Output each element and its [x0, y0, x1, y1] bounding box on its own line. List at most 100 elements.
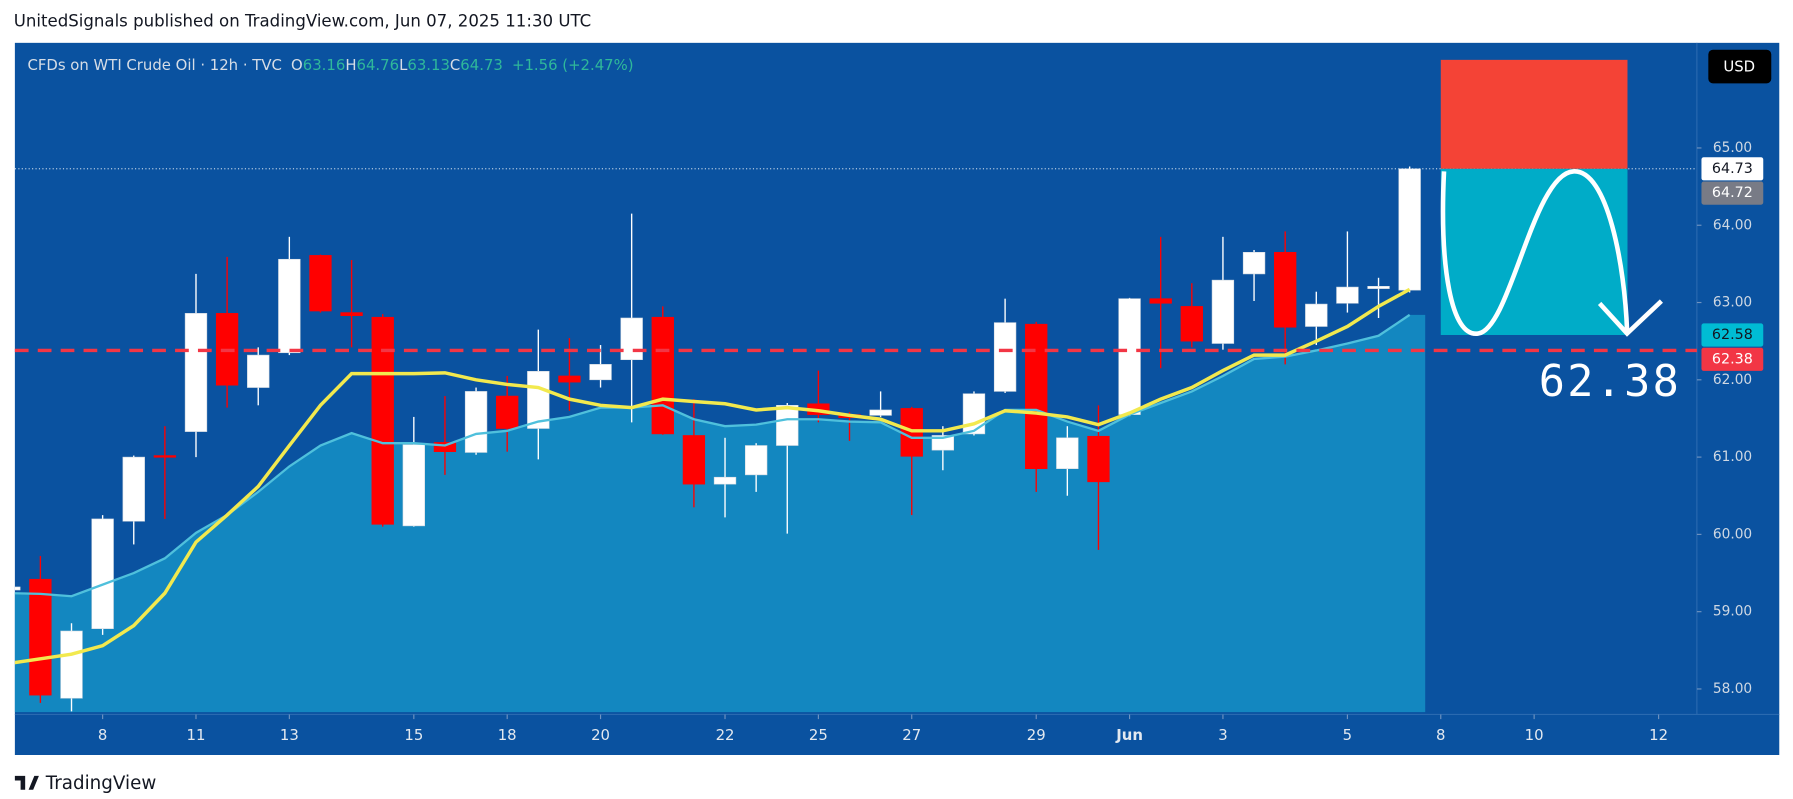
candle-body	[1336, 286, 1359, 304]
candle-body	[371, 316, 394, 525]
candle-body	[620, 317, 643, 361]
x-tick-label: 11	[187, 726, 206, 744]
plot	[14, 166, 1426, 713]
candle-body	[14, 586, 21, 591]
candle-body	[1056, 437, 1079, 469]
candle-body	[558, 375, 581, 383]
candle-body	[1367, 286, 1390, 289]
x-tick-label: 27	[902, 726, 921, 744]
legend-key: O	[291, 55, 303, 73]
arrow-head	[1597, 299, 1663, 337]
candle-body	[60, 630, 83, 699]
candle-body	[184, 313, 208, 432]
candle-body	[433, 442, 457, 452]
legend-value: 64.73	[460, 55, 503, 73]
legend-key: L	[399, 55, 408, 73]
x-tick-label: 25	[809, 726, 828, 744]
candle-body	[496, 395, 519, 429]
price-label: 64.72	[1712, 185, 1753, 201]
x-tick-label: 18	[498, 726, 517, 744]
candle-body	[340, 312, 363, 316]
candle-body	[247, 354, 270, 388]
candle-body	[91, 518, 114, 629]
candle-body	[713, 476, 737, 485]
y-tick-label: 65.00	[1713, 140, 1752, 156]
candle-body	[869, 409, 892, 416]
title: CFDs on WTI Crude Oil · 12h · TVC	[27, 55, 281, 73]
candle-body	[1211, 279, 1235, 344]
candle-body	[278, 258, 301, 354]
y-tick-label: 64.00	[1713, 217, 1752, 233]
price-label: 62.58	[1712, 327, 1753, 343]
x-tick-label: 12	[1649, 726, 1668, 744]
y-tick-label: 59.00	[1713, 604, 1752, 620]
publisher: UnitedSignals published on TradingView.c…	[14, 11, 591, 30]
candle-body	[464, 391, 488, 453]
y-tick-label: 63.00	[1713, 294, 1752, 310]
x-tick-label: 13	[280, 726, 299, 744]
candle-body	[1149, 298, 1172, 304]
candle-body	[993, 322, 1017, 392]
candle-body	[744, 445, 768, 476]
candle-body	[962, 393, 986, 435]
logo	[14, 775, 39, 790]
legend-value: 63.13	[407, 55, 450, 73]
x-tick-label: 20	[591, 726, 610, 744]
candle-body	[309, 255, 332, 312]
stop-zone	[1440, 59, 1628, 169]
target-zone	[1440, 168, 1628, 335]
candle-body	[776, 405, 799, 446]
price-label-bg	[1701, 157, 1764, 181]
candle-body	[1305, 303, 1328, 327]
candle-body	[651, 316, 674, 435]
y-tick-label: 60.00	[1713, 526, 1752, 542]
candle-body	[682, 435, 706, 485]
arrow	[1440, 169, 1630, 336]
candle-body	[931, 435, 955, 451]
x-tick-label: 29	[1027, 726, 1046, 744]
candle-body	[589, 364, 612, 381]
price-label: 62.38	[1712, 351, 1753, 367]
y-tick-label: 58.00	[1713, 681, 1752, 697]
ema-line	[14, 287, 1411, 665]
candle-body	[122, 456, 145, 522]
candle-body	[1398, 168, 1421, 291]
ema-area	[14, 314, 1426, 713]
candle-body	[1118, 298, 1141, 415]
x-tick-label: Jun	[1115, 726, 1143, 744]
price-label-bg	[1701, 181, 1764, 205]
price-label-bg	[1701, 347, 1764, 371]
legend-value: 64.76	[357, 55, 400, 73]
footer-brand: TradingView	[45, 773, 157, 794]
chart-header: CFDs on WTI Crude Oil · 12h · TVC O63.16H…	[27, 55, 633, 73]
x-tick-label: 8	[1436, 726, 1445, 744]
legend-key: C	[450, 55, 460, 73]
candle-body	[153, 455, 177, 458]
candle-body	[1087, 435, 1110, 483]
candle-body	[402, 444, 425, 527]
candle-body	[1025, 323, 1048, 469]
legend-value: 63.16	[303, 55, 346, 73]
x-tick-label: 10	[1525, 726, 1544, 744]
currency[interactable]: USD	[1723, 58, 1755, 76]
price-label-bg	[1701, 323, 1764, 347]
change: +1.56 (+2.47%)	[512, 55, 634, 73]
legend-key: H	[345, 55, 356, 73]
x-tick-label: 5	[1343, 726, 1352, 744]
currency-button[interactable]	[1708, 49, 1772, 84]
level-label: 62.38	[1539, 356, 1681, 407]
candle-body	[1242, 252, 1266, 275]
x-tick-label: 15	[404, 726, 423, 744]
candle-body	[1180, 306, 1203, 342]
x-tick-label: 22	[716, 726, 735, 744]
candle-body	[1274, 252, 1297, 328]
x-tick-label: 3	[1218, 726, 1227, 744]
price-label: 64.73	[1712, 161, 1753, 177]
candle-body	[29, 578, 52, 696]
y-tick-label: 62.00	[1713, 372, 1752, 388]
x-tick-label: 8	[98, 726, 107, 744]
y-tick-label: 61.00	[1713, 449, 1752, 465]
ema-line	[14, 313, 1411, 598]
